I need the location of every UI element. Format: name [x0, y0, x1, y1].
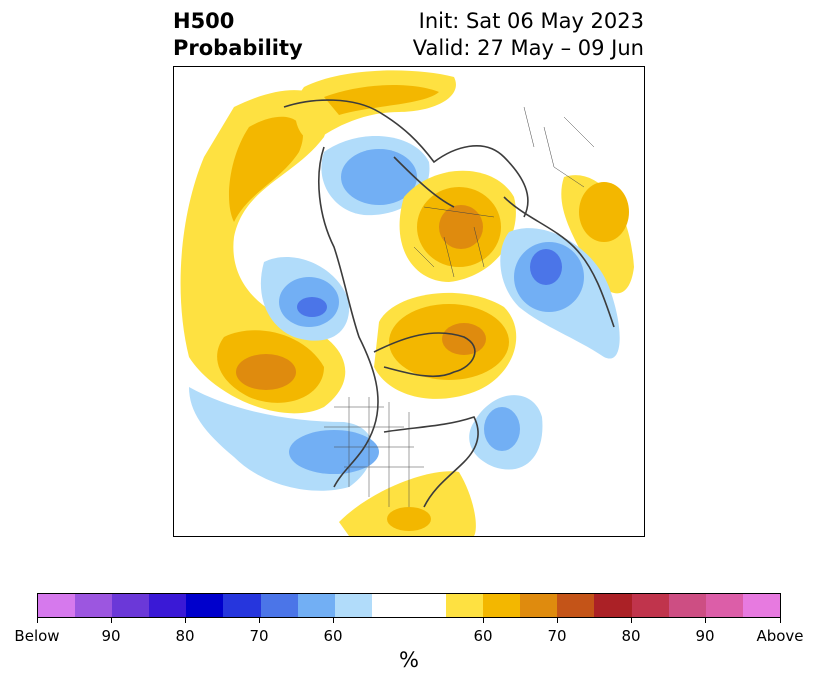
colorbar-cell: [223, 594, 261, 617]
colorbar-tick: [780, 618, 781, 623]
colorbar-cell: [297, 594, 335, 617]
region-east-asia-above-core: [579, 182, 629, 242]
colorbar-tick-label: 90: [101, 627, 121, 645]
colorbar-tick-label: 60: [323, 627, 343, 645]
colorbar-tick: [705, 618, 706, 623]
region-gulf-alaska-below-core2: [297, 297, 327, 317]
colorbar-cell: [483, 594, 521, 617]
colorbar-tick-label: 80: [175, 627, 195, 645]
colorbar-cell: [408, 594, 447, 617]
colorbar-cell: [594, 594, 632, 617]
region-gulf-above-core: [387, 507, 431, 531]
region-pacific-above-core2: [236, 354, 296, 390]
colorbar: [37, 593, 781, 618]
probability-map: [173, 66, 645, 537]
colorbar-cell: [557, 594, 595, 617]
colorbar-cell: [668, 594, 706, 617]
colorbar-cell: [260, 594, 298, 617]
colorbar-tick: [111, 618, 112, 623]
colorbar-tick: [259, 618, 260, 623]
colorbar-cell: [520, 594, 558, 617]
region-arctic-above-core: [324, 85, 439, 115]
colorbar-tick: [333, 618, 334, 623]
colorbar-cell: [742, 594, 780, 617]
region-siberia-below-core: [341, 149, 417, 205]
map-canvas: [180, 70, 634, 536]
colorbar-tick: [483, 618, 484, 623]
title-variable: H500: [173, 9, 235, 33]
political-borders: [324, 106, 595, 507]
chart-dates: Init: Sat 06 May 2023 Valid: 27 May – 09…: [413, 8, 644, 62]
colorbar-tick: [185, 618, 186, 623]
title-product: Probability: [173, 36, 303, 60]
coastlines: [283, 99, 615, 508]
colorbar-cell: [112, 594, 150, 617]
colorbar-tick-label: 60: [473, 627, 493, 645]
region-canada-above-core2: [442, 323, 486, 355]
region-gulf-above: [339, 471, 476, 536]
colorbar-cell: [631, 594, 669, 617]
colorbar-tick-label: Above: [756, 627, 804, 645]
colorbar-cell: [371, 594, 409, 617]
colorbar-cell: [149, 594, 187, 617]
colorbar-cell: [38, 594, 76, 617]
valid-range: Valid: 27 May – 09 Jun: [412, 36, 644, 60]
region-atlantic-below-core: [484, 407, 520, 451]
colorbar-tick-label: Below: [14, 627, 60, 645]
colorbar-cell: [75, 594, 113, 617]
region-western-us-below-core: [289, 430, 379, 474]
colorbar-tick-label: 90: [695, 627, 715, 645]
colorbar-tick: [557, 618, 558, 623]
chart-title: H500 Probability: [173, 8, 303, 62]
colorbar-cell: [186, 594, 224, 617]
colorbar-cell: [334, 594, 372, 617]
colorbar-cell: [705, 594, 743, 617]
region-russia-below-core2: [530, 249, 562, 285]
region-europe-above-core2: [439, 205, 483, 249]
colorbar-tick-label: 80: [621, 627, 641, 645]
region-pacific-above-core: [229, 116, 303, 222]
colorbar-cell: [446, 594, 484, 617]
colorbar-tick-label: 70: [249, 627, 269, 645]
colorbar-tick-label: 70: [547, 627, 567, 645]
init-date: Init: Sat 06 May 2023: [418, 9, 644, 33]
colorbar-tick: [37, 618, 38, 623]
colorbar-tick: [631, 618, 632, 623]
colorbar-units: %: [399, 648, 419, 672]
